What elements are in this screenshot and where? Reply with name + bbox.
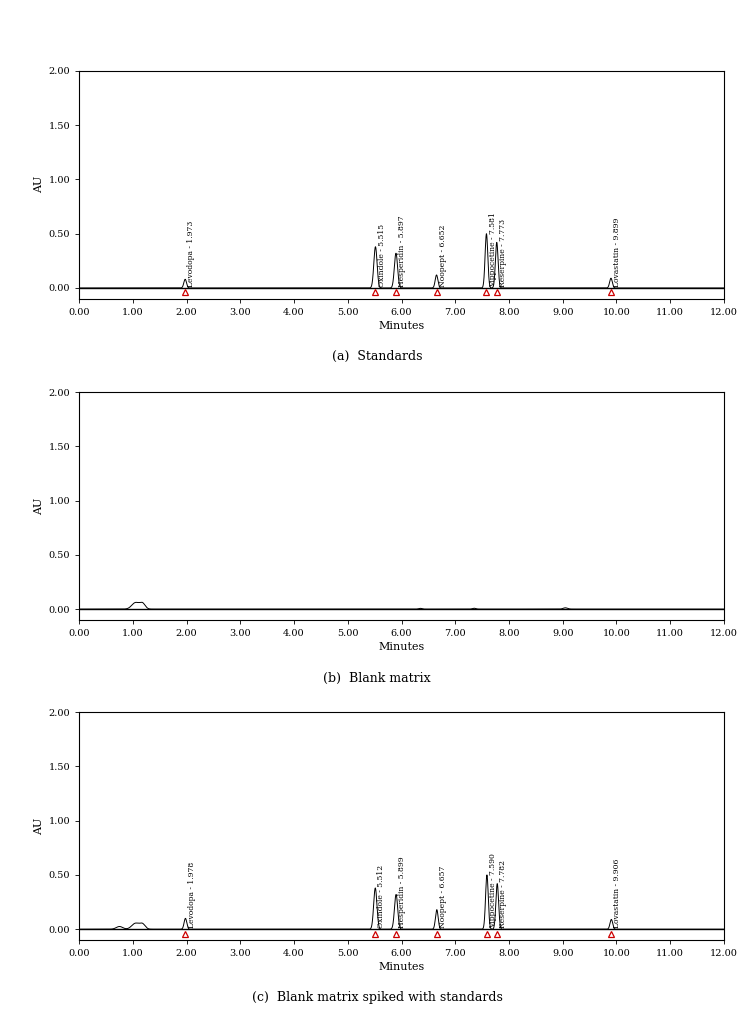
Text: Oxindole - 5.515: Oxindole - 5.515	[378, 224, 385, 287]
Text: (b)  Blank matrix: (b) Blank matrix	[323, 673, 431, 685]
Text: Hesperidin - 5.899: Hesperidin - 5.899	[398, 857, 406, 928]
Text: Lovastatin - 9.906: Lovastatin - 9.906	[614, 859, 621, 928]
Text: Reserpine - 7.773: Reserpine - 7.773	[499, 219, 507, 287]
Text: (c)  Blank matrix spiked with standards: (c) Blank matrix spiked with standards	[252, 992, 502, 1004]
X-axis label: Minutes: Minutes	[379, 321, 425, 331]
Y-axis label: AU: AU	[35, 497, 44, 515]
Text: (a)  Standards: (a) Standards	[332, 350, 422, 363]
Text: Vippocetine - 7.590: Vippocetine - 7.590	[489, 853, 497, 928]
Text: Noopept - 6.652: Noopept - 6.652	[439, 225, 446, 287]
Y-axis label: AU: AU	[35, 176, 44, 193]
Text: Levodopa - 1.978: Levodopa - 1.978	[188, 862, 195, 928]
Text: Noopept - 6.657: Noopept - 6.657	[439, 866, 447, 928]
X-axis label: Minutes: Minutes	[379, 642, 425, 652]
Text: Hesperidin - 5.897: Hesperidin - 5.897	[398, 216, 406, 287]
Text: Levodopa - 1.973: Levodopa - 1.973	[187, 221, 195, 287]
Text: Lovastatin - 9.899: Lovastatin - 9.899	[613, 218, 621, 287]
X-axis label: Minutes: Minutes	[379, 962, 425, 972]
Y-axis label: AU: AU	[35, 817, 44, 835]
Text: Oxindole - 5.512: Oxindole - 5.512	[378, 865, 385, 928]
Text: Vippocetine - 7.581: Vippocetine - 7.581	[489, 212, 497, 287]
Text: Reserpine - 7.782: Reserpine - 7.782	[499, 860, 507, 928]
